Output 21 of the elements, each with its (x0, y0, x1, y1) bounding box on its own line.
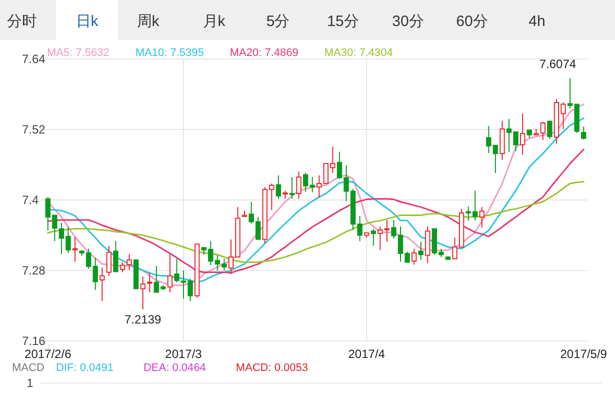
x-tick-label: 2017/2/6 (24, 347, 72, 361)
annotation: 7.6074 (539, 57, 576, 72)
tabs: 分时 日k 周k 月k 5分 15分 30分 60分 4h (0, 0, 615, 40)
text: MACD: 0.0053 (236, 362, 308, 374)
text: MA10: 7.5395 (135, 47, 204, 59)
text: MA20: 7.4869 (230, 47, 298, 59)
text: 1 (26, 376, 34, 390)
text: DEA: 0.0464 (143, 362, 206, 374)
y-tick-label: 7.4 (22, 193, 40, 207)
y-tick-label: 7.28 (22, 264, 46, 278)
y-tick-label: 7.16 (22, 334, 46, 348)
text: MA30: 7.4304 (324, 47, 393, 59)
y-tick-label: 7.52 (22, 122, 46, 136)
text: DIF: 0.0491 (56, 362, 114, 374)
x-tick-label: 2017/5/9 (560, 347, 608, 361)
text: MA5: 7.5632 (47, 47, 110, 59)
x-tick-label: 2017/4 (348, 347, 386, 361)
y-tick-label: 7.64 (22, 52, 46, 66)
x-tick-label: 2017/3 (165, 347, 202, 361)
annotation: 7.2139 (124, 312, 162, 326)
text: MACD (12, 362, 44, 374)
